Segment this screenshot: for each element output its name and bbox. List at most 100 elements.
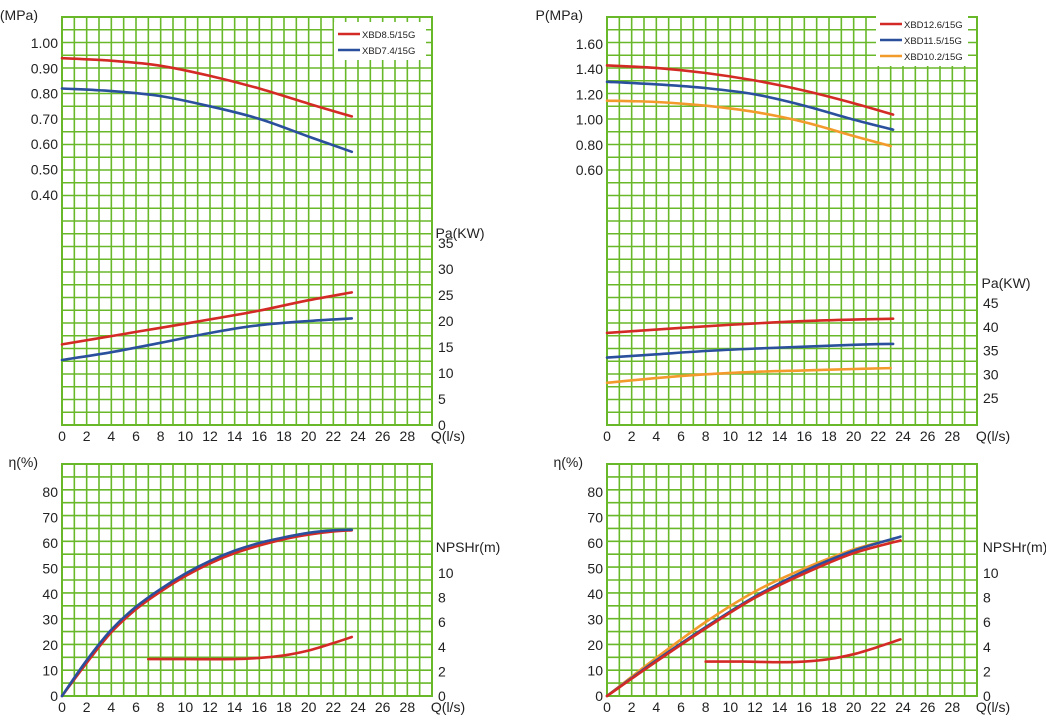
x-tick-label: 6 [677,699,685,715]
left-tick-label: 0.80 [576,137,603,153]
left-tick-label: 40 [42,586,58,602]
grid [61,463,433,697]
right-axis-label: NPSHr(m) [436,539,501,555]
series-line-red [60,291,354,346]
legend-background [334,22,426,60]
left-tick-label: 1.20 [576,86,603,102]
left-tick-label: 0 [595,688,603,704]
left-tick-label: 1.40 [576,61,603,77]
left-tick-label: 40 [587,586,603,602]
x-tick-label: 28 [945,699,961,715]
right-axis: Pa(KW) 45 40 35 30 25 [982,275,1031,406]
x-tick-label: 14 [772,428,788,444]
legend-label: XBD7.4/15G [362,46,415,57]
x-tick-label: 26 [920,428,936,444]
x-tick-label: 20 [301,428,317,444]
right-tick-label: 15 [438,339,454,355]
left-tick-label: 1.00 [576,112,603,128]
x-tick-label: 16 [252,428,268,444]
left-tick-label: 70 [42,510,58,526]
right-tick-label: 0 [983,688,991,704]
left-axis: P(MPa) 1.60 1.40 1.20 1.00 0.80 0.60 [536,7,604,178]
left-tick-label: 60 [587,535,603,551]
left-tick-label: 80 [587,484,603,500]
left-tick-label: 20 [42,637,58,653]
right-tick-label: 35 [983,343,999,359]
x-tick-label: 6 [132,428,140,444]
left-tick-label: 0.70 [31,111,58,127]
x-tick-label: 28 [400,428,416,444]
x-tick-label: 22 [871,699,887,715]
x-axis-unit: Q(l/s) [431,428,465,444]
x-tick-label: 16 [252,699,268,715]
x-tick-label: 8 [157,428,165,444]
legend-label: XBD10.2/15G [904,52,963,63]
left-tick-label: 1.60 [576,36,603,52]
right-tick-label: 6 [983,614,991,630]
right-tick-label: 8 [438,590,446,606]
right-tick-label: 2 [438,663,446,679]
series [605,535,902,698]
series-line-red [605,539,902,698]
x-tick-label: 12 [747,428,763,444]
x-tick-label: 8 [157,699,165,715]
x-tick-label: 12 [202,428,218,444]
right-axis: Pa(KW)35 30 25 20 15 10 5 0 [436,225,485,433]
series-line-red [60,529,354,698]
x-tick-label: 16 [797,428,813,444]
x-tick-label: 18 [276,428,292,444]
x-tick-label: 2 [628,699,636,715]
left-axis-label: η(%) [8,454,38,470]
x-tick-label: 24 [895,428,911,444]
chart-panel-top-left: 0246810121416182022242628Q(l/s)P(MPa)1.0… [0,7,485,444]
right-tick-label: 5 [438,391,446,407]
x-tick-label: 0 [58,428,66,444]
left-tick-label: 0.80 [31,86,58,102]
right-tick-label: 25 [983,390,999,406]
series-line-red [605,64,895,116]
series-line-blue [60,87,354,154]
x-tick-label: 22 [326,428,342,444]
x-tick-label: 24 [895,699,911,715]
x-tick-label: 28 [400,699,416,715]
x-tick-label: 10 [723,699,739,715]
series [60,528,354,698]
x-tick-label: 22 [326,699,342,715]
x-axis: 0 2 4 6 8 10 12 14 16 18 20 22 24 26 28 Q(l/s) [603,428,1010,444]
left-tick-label: 70 [587,510,603,526]
right-axis-label: Pa(KW) [982,275,1031,291]
x-tick-label: 20 [846,699,862,715]
left-tick-label: 0.90 [31,60,58,76]
right-tick-label: 40 [983,319,999,335]
x-tick-label: 24 [350,699,366,715]
x-tick-label: 26 [375,699,391,715]
right-tick-label: 30 [983,366,999,382]
x-tick-label: 18 [821,428,837,444]
x-tick-label: 0 [603,428,611,444]
left-axis: P(MPa) 1.00 0.90 0.80 0.70 0.60 0.50 0.40 [0,7,58,203]
series-line-red [147,635,354,661]
x-tick-label: 10 [723,428,739,444]
right-tick-label: 4 [438,639,446,655]
x-tick-label: 4 [652,428,660,444]
right-tick-label: 6 [438,614,446,630]
x-tick-label: 4 [652,699,660,715]
left-tick-label: 0 [50,688,58,704]
x-tick-label: 24 [350,428,366,444]
x-tick-label: 0 [58,699,66,715]
x-tick-label: 14 [227,428,243,444]
series-line-blue [605,535,902,698]
chart-panel-bottom-left: 0 2 4 6 8 10 12 14 16 18 20 22 24 26 28 Q(l/s)η(%)80706… [8,454,500,715]
left-tick-label: 1.00 [31,35,58,51]
right-tick-label: 0 [438,417,446,433]
grid [606,463,978,697]
right-axis: NPSHr(m) 10 8 6 4 2 0 [436,539,501,704]
series-line-red [605,317,895,335]
right-tick-label: 8 [983,590,991,606]
left-axis-label: η(%) [553,454,583,470]
x-tick-label: 16 [797,699,813,715]
right-tick-label: 45 [983,295,999,311]
right-tick-label: 10 [983,565,999,581]
right-tick-label: 4 [983,639,991,655]
right-tick-label: 25 [438,287,454,303]
